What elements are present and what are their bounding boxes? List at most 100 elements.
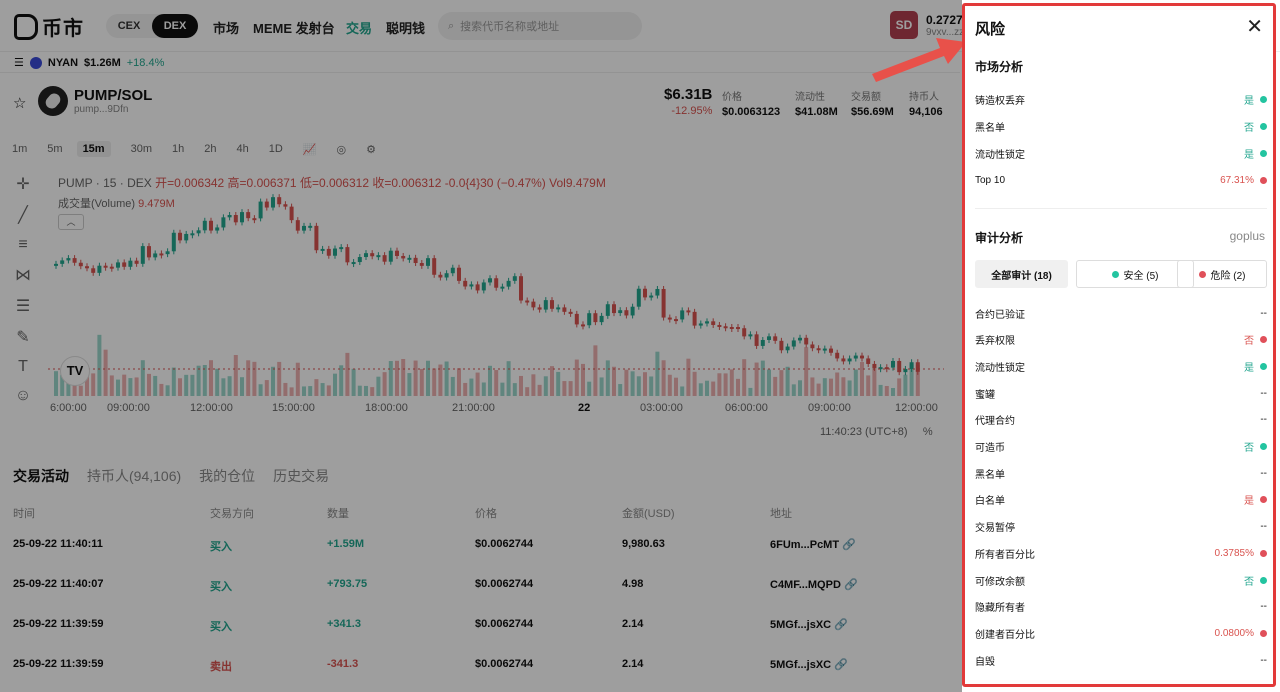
candle — [122, 262, 127, 267]
pair-address[interactable]: pump...9Dfn — [74, 104, 129, 115]
crosshair-icon[interactable]: ✛ — [16, 176, 30, 193]
cell-side: 卖出 — [210, 661, 232, 673]
interval-4h[interactable]: 4h — [236, 143, 249, 155]
cell-address[interactable]: C4MF...MQPD 🔗 — [770, 579, 858, 591]
search-box[interactable]: ⌕ 搜索代币名称或地址 — [438, 12, 642, 40]
camera-icon[interactable]: ◎ — [336, 143, 347, 156]
candle — [488, 278, 492, 283]
candle — [581, 324, 585, 327]
volume-bar — [376, 376, 381, 396]
tradingview-logo[interactable]: TV — [60, 356, 90, 386]
pattern-icon[interactable]: ⋈ — [15, 267, 31, 284]
star-icon[interactable]: ☆ — [13, 95, 27, 112]
filter-all-button[interactable]: 全部审计 (18) — [975, 260, 1068, 288]
cell-qty: +793.75 — [327, 578, 368, 590]
interval-30m[interactable]: 30m — [130, 143, 152, 155]
risk-value: 是 — [1244, 146, 1267, 161]
volume-bar — [97, 334, 102, 396]
logo[interactable]: 币市 — [14, 12, 84, 41]
safe-dot-icon — [1260, 362, 1267, 370]
pair-header: ☆ PUMP/SOL pump...9Dfn $6.31B -12.95% 价格… — [0, 80, 960, 128]
candle — [686, 310, 691, 313]
risk-value: -- — [1260, 307, 1267, 319]
candle — [680, 310, 685, 320]
risk-value: -- — [1260, 387, 1267, 399]
volume-bar — [277, 361, 282, 396]
tab-history[interactable]: 历史交易 — [273, 468, 330, 484]
candle — [351, 262, 356, 265]
candle — [54, 263, 58, 266]
tab-holders[interactable]: 持币人(94,106) — [87, 468, 182, 484]
brand-name: 币市 — [42, 18, 84, 40]
candle — [407, 257, 412, 260]
volume-bar — [240, 377, 244, 396]
risk-value: -- — [1260, 654, 1267, 666]
volume-bar — [463, 382, 468, 396]
candle — [457, 267, 461, 281]
candle — [822, 348, 827, 351]
emoji-icon[interactable]: ☺ — [14, 387, 32, 404]
modal-backdrop[interactable] — [0, 0, 962, 692]
filter-danger-button[interactable]: 危险 (2) — [1177, 260, 1267, 288]
interval-2h[interactable]: 2h — [204, 143, 217, 155]
candle — [116, 262, 120, 268]
filter-safe-button[interactable]: 安全 (5) — [1076, 260, 1194, 288]
collapse-legend-button[interactable]: ︿ — [58, 214, 84, 230]
risk-value: 0.0800% — [1215, 628, 1267, 639]
volume-bar — [537, 384, 542, 396]
candle — [841, 358, 846, 362]
brush-icon[interactable]: ✎ — [16, 329, 30, 346]
interval-5m[interactable]: 5m — [47, 143, 63, 155]
interval-1d[interactable]: 1D — [268, 143, 283, 155]
account[interactable]: SD 0.2727 9vxv...zz — [890, 11, 964, 39]
nav-smart-money[interactable]: 聪明钱 — [386, 21, 426, 36]
cex-dex-toggle[interactable]: CEX DEX — [106, 14, 198, 38]
hline-icon[interactable]: ≡ — [18, 236, 28, 253]
volume-bar — [798, 380, 802, 396]
volume-bar — [469, 378, 474, 396]
interval-15m[interactable]: 15m — [76, 141, 111, 157]
indicator-icon[interactable]: 📈 — [302, 143, 317, 156]
volume-bar — [432, 368, 437, 396]
nav-trade[interactable]: 交易 — [346, 21, 373, 36]
danger-dot-icon — [1260, 176, 1267, 184]
seg-cex[interactable]: CEX — [117, 20, 141, 32]
cell-address[interactable]: 5MGf...jsXC 🔗 — [770, 659, 848, 671]
price-chart[interactable] — [48, 164, 944, 424]
text-icon[interactable]: T — [18, 358, 28, 375]
volume-bar — [171, 367, 176, 396]
candle — [345, 247, 350, 263]
volume-bar — [295, 362, 300, 396]
trendline-icon[interactable]: ╱ — [18, 207, 28, 224]
seg-dex[interactable]: DEX — [152, 14, 198, 38]
cell-time: 25-09-22 11:40:07 — [13, 578, 104, 590]
candle — [320, 248, 325, 251]
cell-address[interactable]: 5MGf...jsXC 🔗 — [770, 619, 848, 631]
tab-positions[interactable]: 我的仓位 — [199, 468, 256, 484]
volume-bar — [364, 385, 368, 396]
risk-row: 丢弃权限 否 — [975, 333, 1267, 347]
risk-value: 是 — [1244, 92, 1267, 107]
close-icon[interactable]: ✕ — [1246, 16, 1263, 38]
candle — [512, 276, 517, 281]
tab-activity[interactable]: 交易活动 — [13, 468, 69, 484]
audit-source[interactable]: goplus — [1229, 229, 1265, 243]
settings-icon[interactable]: ⚙ — [366, 143, 376, 156]
candle — [767, 336, 771, 340]
interval-1h[interactable]: 1h — [172, 143, 185, 155]
candle — [60, 260, 65, 264]
risk-value: -- — [1260, 414, 1267, 426]
cell-address[interactable]: 6FUm...PcMT 🔗 — [770, 539, 856, 551]
interval-1m[interactable]: 1m — [12, 143, 28, 155]
volume-bar — [760, 360, 765, 396]
volume-bar — [822, 378, 827, 396]
candle — [426, 258, 430, 266]
ticker-symbol[interactable]: NYAN — [47, 56, 79, 69]
nav-meme[interactable]: MEME 发射台 — [253, 21, 335, 36]
fib-icon[interactable]: ☰ — [15, 298, 31, 315]
filter-icon[interactable]: ☰ — [14, 57, 24, 69]
candle — [636, 288, 641, 307]
nav-market[interactable]: 市场 — [213, 21, 240, 36]
volume-bar — [339, 365, 344, 396]
risk-row: 铸造权丢弃 是 — [975, 92, 1267, 107]
